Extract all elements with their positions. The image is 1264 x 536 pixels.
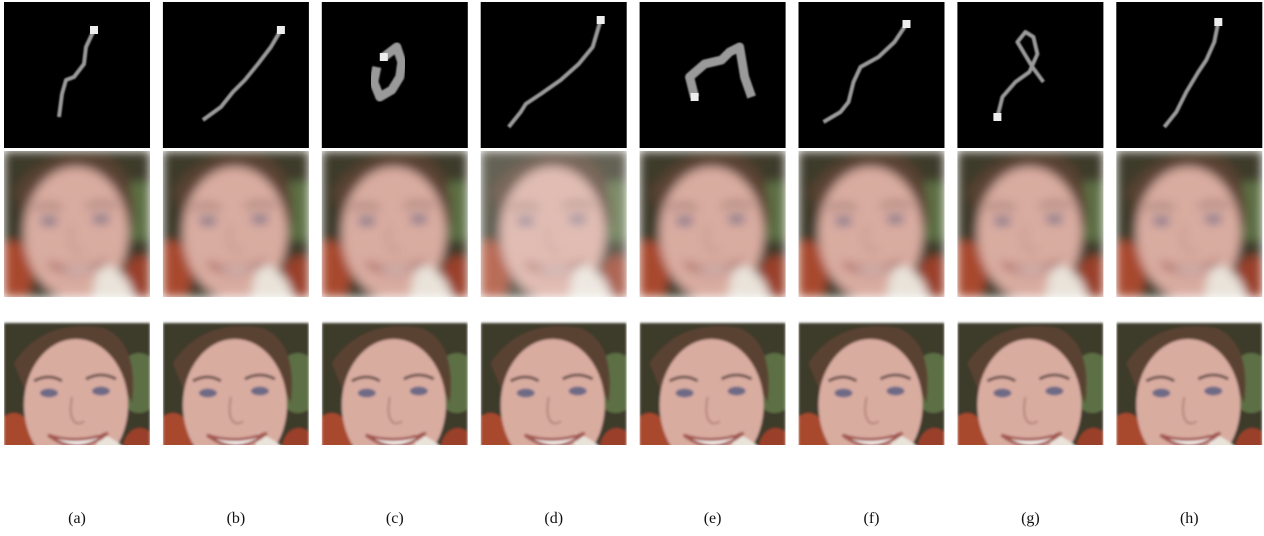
blur-kernel [322, 2, 468, 148]
kernel-background [163, 2, 309, 148]
image-grid [0, 2, 1264, 478]
kernel-peak [691, 93, 699, 101]
figure: (a) (b) (c) (d) (e) (f) (g) (h) [0, 0, 1264, 531]
blur-kernel [799, 2, 945, 148]
blurred-face [947, 151, 1114, 306]
blurred-face [153, 151, 320, 306]
deblurred-face [0, 323, 161, 478]
kernel-background [322, 2, 468, 148]
blurred-face [1106, 151, 1264, 306]
deblurred-image [789, 323, 956, 478]
deblurred-image [1106, 323, 1264, 478]
blur-kernel [1116, 2, 1262, 148]
deblurred-image [471, 323, 638, 478]
caption: (b) [227, 510, 246, 527]
deblurred-face [312, 323, 479, 478]
kernel-peak [993, 113, 1001, 121]
blurred-image [0, 151, 161, 306]
blurred-face [471, 151, 638, 306]
kernel-peak [380, 53, 388, 61]
kernel-background [640, 2, 786, 148]
caption: (g) [1021, 510, 1040, 527]
kernel-background [799, 2, 945, 148]
caption: (d) [544, 510, 563, 527]
blur-kernel [4, 2, 150, 148]
deblurred-image [0, 323, 161, 478]
deblurred-face [471, 323, 638, 478]
blur-kernel [163, 2, 309, 148]
page: (a)(b)(c)(d)(e)(f)(g)(h) (() => { const … [0, 0, 1264, 531]
caption: (e) [704, 510, 722, 527]
deblurred-face [1106, 323, 1264, 478]
kernel-peak [90, 26, 98, 34]
deblurred-face [630, 323, 797, 478]
blurred-face [789, 151, 956, 306]
kernel-background [957, 2, 1103, 148]
blur-kernel [640, 2, 786, 148]
blurred-face [0, 151, 161, 306]
deblurred-image [947, 323, 1114, 478]
caption: (c) [386, 510, 404, 527]
kernel-peak [1214, 18, 1222, 26]
kernel-peak [903, 20, 911, 28]
blurred-image [1106, 151, 1264, 306]
blurred-image [312, 151, 479, 306]
blurred-face [312, 151, 479, 306]
blurred-image [630, 151, 797, 306]
blur-kernel [481, 2, 627, 148]
blurred-image [789, 151, 956, 306]
deblurred-image [630, 323, 797, 478]
caption: (f) [864, 510, 880, 527]
deblurred-face [947, 323, 1114, 478]
deblurred-face [789, 323, 956, 478]
blurred-image [153, 151, 320, 306]
deblurred-face [153, 323, 320, 478]
kernel-background [481, 2, 627, 148]
kernel-background [1116, 2, 1262, 148]
blurred-image [947, 151, 1114, 306]
deblurred-image [153, 323, 320, 478]
blurred-face [630, 151, 797, 306]
caption: (h) [1180, 510, 1199, 527]
caption: (a) [68, 510, 86, 527]
kernel-peak [597, 16, 605, 24]
deblurred-image [312, 323, 479, 478]
blur-kernel [957, 2, 1103, 148]
blurred-image [471, 151, 638, 306]
kernel-peak [277, 26, 285, 34]
